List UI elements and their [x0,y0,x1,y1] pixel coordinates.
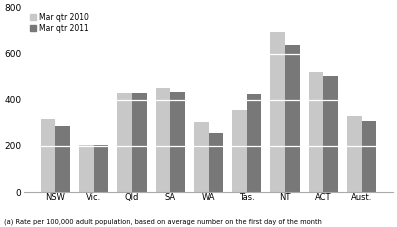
Bar [362,121,376,192]
Bar [56,126,70,192]
Bar [323,76,338,192]
Legend: Mar qtr 2010, Mar qtr 2011: Mar qtr 2010, Mar qtr 2011 [28,12,91,35]
Bar [79,145,94,192]
Bar [232,110,247,192]
Bar [208,133,223,192]
Bar [309,72,323,192]
Text: (a) Rate per 100,000 adult population, based on average number on the first day : (a) Rate per 100,000 adult population, b… [4,218,322,225]
Bar [247,94,261,192]
Bar [94,145,108,192]
Bar [41,119,56,192]
Bar [156,88,170,192]
Bar [270,32,285,192]
Bar [132,93,146,192]
Bar [194,122,208,192]
Bar [347,116,362,192]
Bar [285,44,300,192]
Bar [170,92,185,192]
Bar [118,93,132,192]
